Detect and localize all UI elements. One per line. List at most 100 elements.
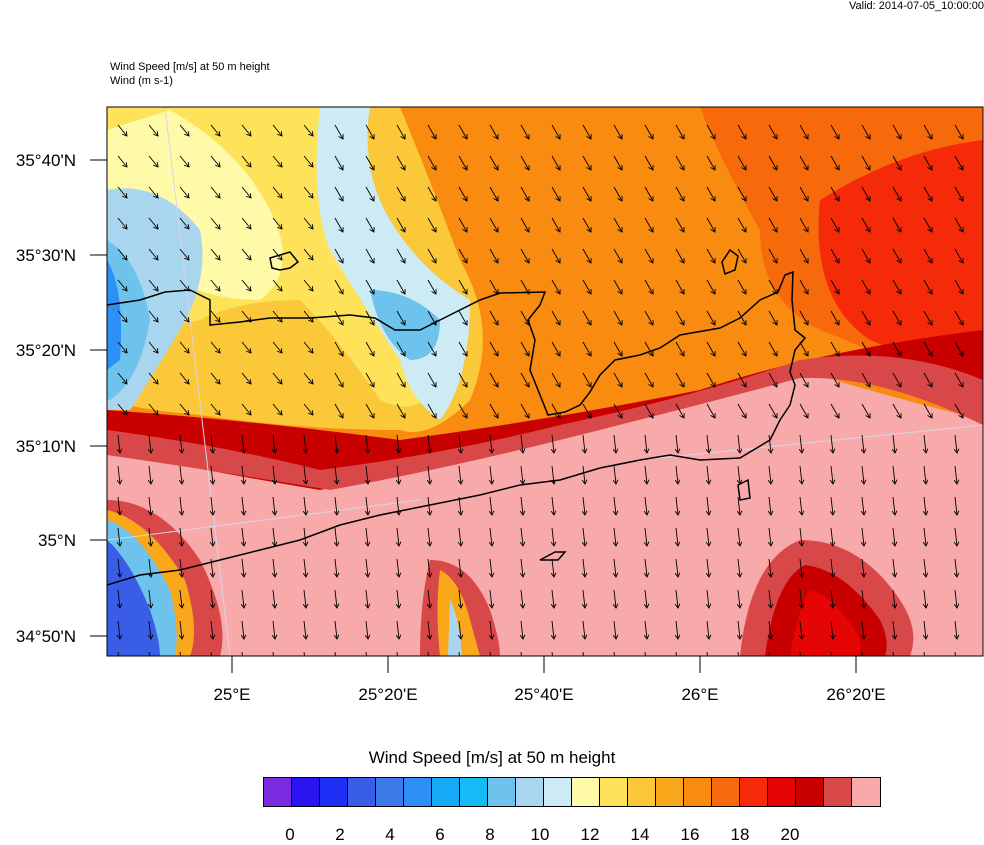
latitude-label: 35°N xyxy=(38,531,76,550)
wind-arrow xyxy=(676,620,678,639)
wind-arrow xyxy=(737,372,746,387)
wind-arrow xyxy=(148,279,158,291)
wind-arrow xyxy=(459,589,461,608)
wind-arrow xyxy=(737,310,746,325)
wind-arrow xyxy=(272,186,282,198)
wind-arrow xyxy=(180,434,182,453)
wind-arrow xyxy=(923,186,932,201)
wind-arrow xyxy=(365,372,374,387)
wind-arrow xyxy=(273,434,275,453)
wind-arrow xyxy=(551,217,560,232)
wind-arrow xyxy=(303,651,305,656)
wind-arrow xyxy=(675,651,677,656)
wind-arrow xyxy=(490,589,492,608)
wind-arrow xyxy=(365,217,374,232)
wind-arrow xyxy=(241,372,251,384)
wind-arrow xyxy=(117,279,127,291)
wind-arrow xyxy=(489,403,498,418)
wind-arrow xyxy=(303,341,313,353)
wind-arrow xyxy=(769,465,771,484)
wind-arrow xyxy=(490,527,492,546)
wind-arrow xyxy=(148,651,150,656)
wind-arrow xyxy=(892,651,894,656)
wind-arrow xyxy=(768,279,777,294)
wind-arrow xyxy=(676,465,678,484)
wind-arrow xyxy=(179,124,189,136)
wind-arrow xyxy=(769,527,771,546)
wind-arrow xyxy=(520,248,529,263)
wind-arrow xyxy=(458,403,467,418)
wind-arrow xyxy=(737,341,746,356)
wind-arrow xyxy=(551,310,560,325)
wind-arrow xyxy=(768,186,777,201)
wind-arrow xyxy=(861,403,870,418)
colorbar-label: 18 xyxy=(730,825,750,844)
wind-arrow xyxy=(582,403,591,418)
wind-arrow xyxy=(551,651,553,656)
wind-arrow xyxy=(676,589,678,608)
wind-arrow xyxy=(676,496,678,515)
wind-arrow xyxy=(924,434,926,453)
colorbar-swatch xyxy=(824,778,852,806)
colorbar-swatch xyxy=(712,778,740,806)
wind-arrow xyxy=(117,341,127,353)
wind-arrow xyxy=(675,186,684,201)
wind-arrow xyxy=(675,248,684,263)
wind-arrow xyxy=(861,341,870,356)
wind-arrow xyxy=(179,372,189,384)
wind-arrow xyxy=(954,124,963,139)
wind-arrow xyxy=(397,620,399,639)
wind-arrow xyxy=(737,403,746,418)
wind-arrow xyxy=(272,341,282,353)
wind-arrow xyxy=(923,124,932,139)
wind-arrow xyxy=(955,496,957,515)
wind-arrow xyxy=(211,589,213,608)
wind-arrow xyxy=(799,372,808,387)
colorbar-label: 4 xyxy=(385,825,395,844)
wind-arrow xyxy=(769,620,771,639)
wind-arrow xyxy=(707,620,709,639)
wind-arrow xyxy=(613,310,622,325)
wind-arrow xyxy=(737,651,739,656)
wind-arrow xyxy=(737,124,746,139)
wind-arrow xyxy=(738,434,740,453)
wind-arrow xyxy=(830,341,839,356)
wind-arrow xyxy=(521,589,523,608)
wind-arrow xyxy=(675,310,684,325)
wind-arrow xyxy=(458,372,467,387)
wind-arrow xyxy=(799,651,801,656)
wind-arrow xyxy=(334,124,343,139)
wind-arrow xyxy=(365,403,374,418)
wind-arrow xyxy=(272,124,282,136)
wind-arrow xyxy=(303,155,313,167)
wind-arrow xyxy=(830,124,839,139)
wind-arrow xyxy=(427,310,436,325)
colorbar-swatch xyxy=(264,778,292,806)
wind-arrow xyxy=(768,248,777,263)
wind-arrow xyxy=(862,589,864,608)
wind-arrow xyxy=(954,403,963,418)
wind-arrow xyxy=(520,124,529,139)
wind-arrow xyxy=(397,496,399,515)
colorbar-swatch xyxy=(572,778,600,806)
wind-arrow xyxy=(769,434,771,453)
wind-arrow xyxy=(707,496,709,515)
wind-arrow xyxy=(799,310,808,325)
wind-arrow xyxy=(303,310,313,322)
wind-arrow xyxy=(614,558,616,577)
wind-arrow xyxy=(365,279,374,294)
wind-arrow xyxy=(242,589,244,608)
wind-arrow xyxy=(366,465,368,484)
wind-arrow xyxy=(241,341,251,353)
wind-arrow xyxy=(365,341,374,356)
wind-arrow xyxy=(490,558,492,577)
wind-arrow xyxy=(582,341,591,356)
wind-arrow xyxy=(334,186,343,201)
wind-arrow xyxy=(892,310,901,325)
latitude-label: 35°40'N xyxy=(16,151,76,170)
wind-arrow xyxy=(334,310,343,325)
wind-arrow xyxy=(645,465,647,484)
wind-arrow xyxy=(458,279,467,294)
wind-arrow xyxy=(241,651,243,656)
wind-arrow xyxy=(954,310,963,325)
